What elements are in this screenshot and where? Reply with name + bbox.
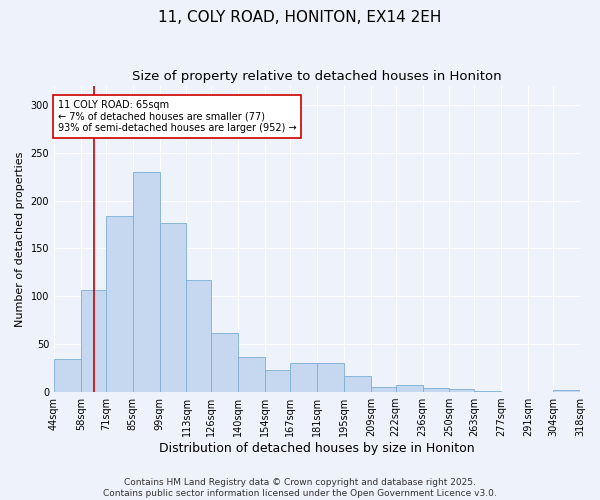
Text: 11 COLY ROAD: 65sqm
← 7% of detached houses are smaller (77)
93% of semi-detache: 11 COLY ROAD: 65sqm ← 7% of detached hou… xyxy=(58,100,296,133)
Y-axis label: Number of detached properties: Number of detached properties xyxy=(15,151,25,326)
Bar xyxy=(54,358,81,392)
Text: Contains HM Land Registry data © Crown copyright and database right 2025.
Contai: Contains HM Land Registry data © Crown c… xyxy=(103,478,497,498)
Bar xyxy=(187,280,211,392)
Bar xyxy=(449,389,475,392)
Bar xyxy=(344,376,371,392)
X-axis label: Distribution of detached houses by size in Honiton: Distribution of detached houses by size … xyxy=(159,442,475,455)
Bar xyxy=(553,390,580,392)
Bar xyxy=(317,364,344,392)
Bar xyxy=(133,172,160,392)
Bar xyxy=(265,370,290,392)
Bar xyxy=(371,388,396,392)
Bar xyxy=(106,216,133,392)
Bar xyxy=(475,391,501,392)
Title: Size of property relative to detached houses in Honiton: Size of property relative to detached ho… xyxy=(132,70,502,83)
Bar xyxy=(211,332,238,392)
Bar xyxy=(422,388,449,392)
Bar xyxy=(160,224,187,392)
Bar xyxy=(81,290,106,392)
Text: 11, COLY ROAD, HONITON, EX14 2EH: 11, COLY ROAD, HONITON, EX14 2EH xyxy=(158,10,442,25)
Bar xyxy=(238,356,265,392)
Bar xyxy=(396,386,422,392)
Bar xyxy=(290,364,317,392)
